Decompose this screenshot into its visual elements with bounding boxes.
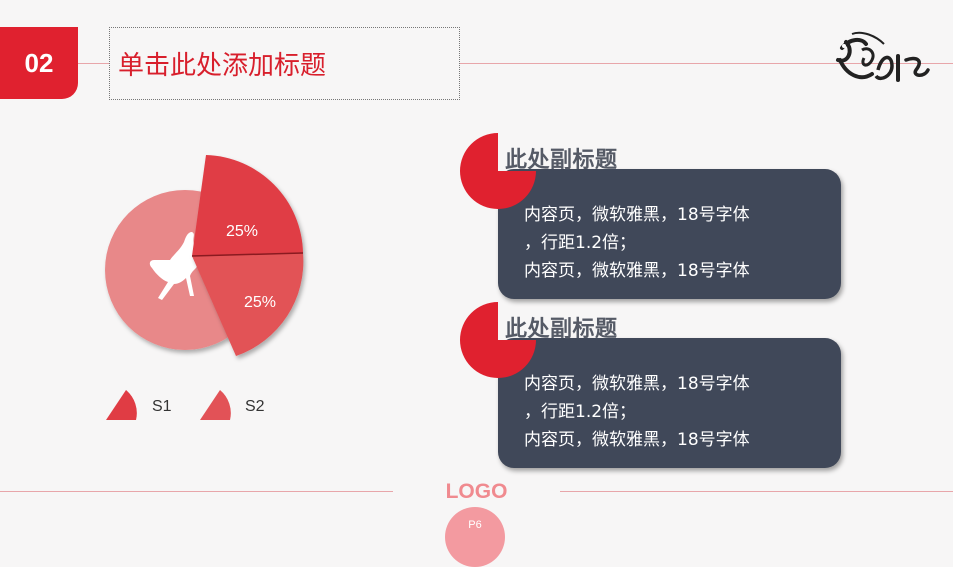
- card-1-line-3: 内容页，微软雅黑，18号字体: [524, 261, 750, 281]
- legend-label-s1: S1: [152, 398, 172, 415]
- card-2-line-2: ，行距1.2倍；: [524, 402, 637, 422]
- content-card-2: 内容页，微软雅黑，18号字体 ，行距1.2倍； 内容页，微软雅黑，18号字体: [498, 338, 841, 468]
- horse-silhouette: [149, 232, 199, 300]
- card-2-line-3: 内容页，微软雅黑，18号字体: [524, 430, 750, 450]
- section-number-badge: 02: [0, 27, 78, 99]
- callout-1-subtitle: 此处副标题: [505, 148, 618, 173]
- callout-1-accent: [460, 133, 536, 209]
- footer-line-right: [560, 491, 953, 492]
- goat-2015-logo: [836, 31, 930, 82]
- content-card-1: 内容页，微软雅黑，18号字体 ，行距1.2倍； 内容页，微软雅黑，18号字体: [498, 169, 841, 299]
- title-placeholder[interactable]: 单击此处添加标题: [109, 27, 460, 100]
- pie-label-s1: 25%: [226, 223, 258, 240]
- pie-slice-s2: [192, 253, 304, 356]
- page-number-badge: P6: [445, 507, 505, 567]
- header-line-left: [78, 63, 109, 64]
- page-number: P6: [468, 519, 482, 531]
- pie-chart: 25% 25%: [105, 155, 304, 356]
- callout-2-accent: [460, 302, 536, 378]
- page-title: 单击此处添加标题: [118, 51, 327, 81]
- callout-2-subtitle: 此处副标题: [505, 317, 618, 342]
- legend-label-s2: S2: [245, 398, 265, 415]
- card-2-line-1: 内容页，微软雅黑，18号字体: [524, 374, 750, 394]
- header-line-right: [460, 63, 953, 64]
- card-1-line-1: 内容页，微软雅黑，18号字体: [524, 205, 750, 225]
- card-1-line-2: ，行距1.2倍；: [524, 233, 637, 253]
- pie-label-s2: 25%: [244, 294, 276, 311]
- legend-swatch-s1: [106, 390, 137, 420]
- legend-swatch-s2: [200, 390, 231, 420]
- footer-logo: LOGO: [445, 480, 508, 503]
- footer-line-left: [0, 491, 393, 492]
- pie-slice-s1: [192, 155, 303, 256]
